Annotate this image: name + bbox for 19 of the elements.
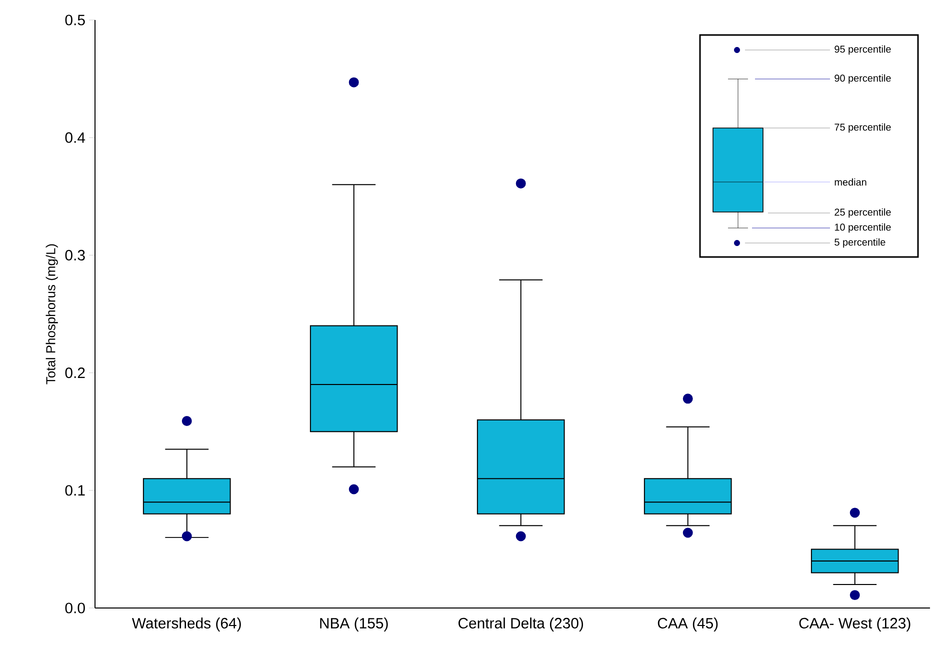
annotation: 5 percentile <box>834 238 886 248</box>
x-tick-label: NBA (155) <box>320 618 388 632</box>
x-tick-label: Central Delta (230) <box>458 618 584 632</box>
annotation: 10 percentile <box>834 223 891 233</box>
x-tick-label: CAA- West (123) <box>799 618 910 632</box>
y-tick-label: 0.2 <box>65 368 85 378</box>
x-tick-label: CAA (45) <box>658 618 718 632</box>
y-tick-label: 0.5 <box>65 14 85 26</box>
annotation: 75 percentile <box>834 123 891 133</box>
annotation: 90 percentile <box>834 74 891 84</box>
annotation: median <box>834 178 866 186</box>
x-tick-label: Watersheds (64) <box>132 618 241 632</box>
annotation: 95 percentile <box>834 45 891 55</box>
y-tick-label: 0.3 <box>65 250 85 260</box>
y-tick-label: 0.1 <box>65 485 85 496</box>
y-axis-title: Total Phosphorus (mg/L) <box>46 244 58 384</box>
annotation: 25 percentile <box>834 208 891 218</box>
y-tick-label: 0.0 <box>65 602 85 614</box>
y-tick-label: 0.4 <box>65 132 86 143</box>
